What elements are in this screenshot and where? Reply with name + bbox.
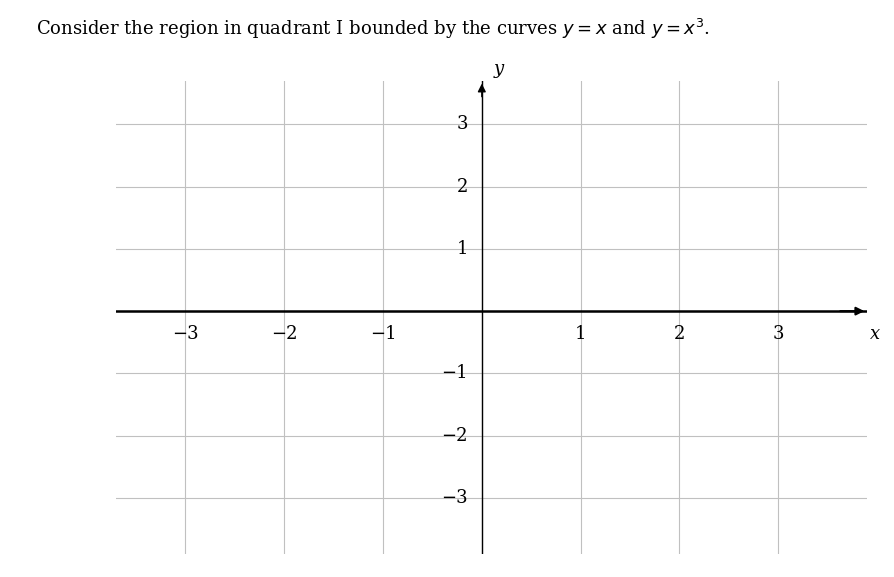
Text: −1: −1 — [442, 365, 468, 383]
Text: −2: −2 — [271, 325, 298, 343]
Text: −3: −3 — [442, 489, 468, 507]
Text: −1: −1 — [370, 325, 396, 343]
Text: −2: −2 — [442, 426, 468, 445]
Text: 1: 1 — [575, 325, 586, 343]
Text: 1: 1 — [457, 240, 468, 258]
Text: 2: 2 — [674, 325, 685, 343]
Text: −3: −3 — [172, 325, 198, 343]
Text: Consider the region in quadrant I bounded by the curves $y = x$ and $y = x^3$.: Consider the region in quadrant I bounde… — [36, 17, 710, 42]
Text: 2: 2 — [457, 178, 468, 196]
Text: x: x — [870, 325, 881, 343]
Text: 3: 3 — [457, 115, 468, 133]
Text: y: y — [493, 59, 504, 78]
Text: 3: 3 — [772, 325, 784, 343]
